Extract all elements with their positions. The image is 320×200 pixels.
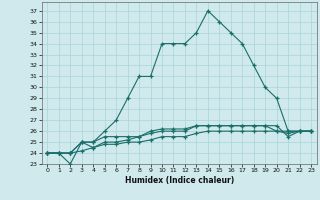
X-axis label: Humidex (Indice chaleur): Humidex (Indice chaleur) [124, 176, 234, 185]
